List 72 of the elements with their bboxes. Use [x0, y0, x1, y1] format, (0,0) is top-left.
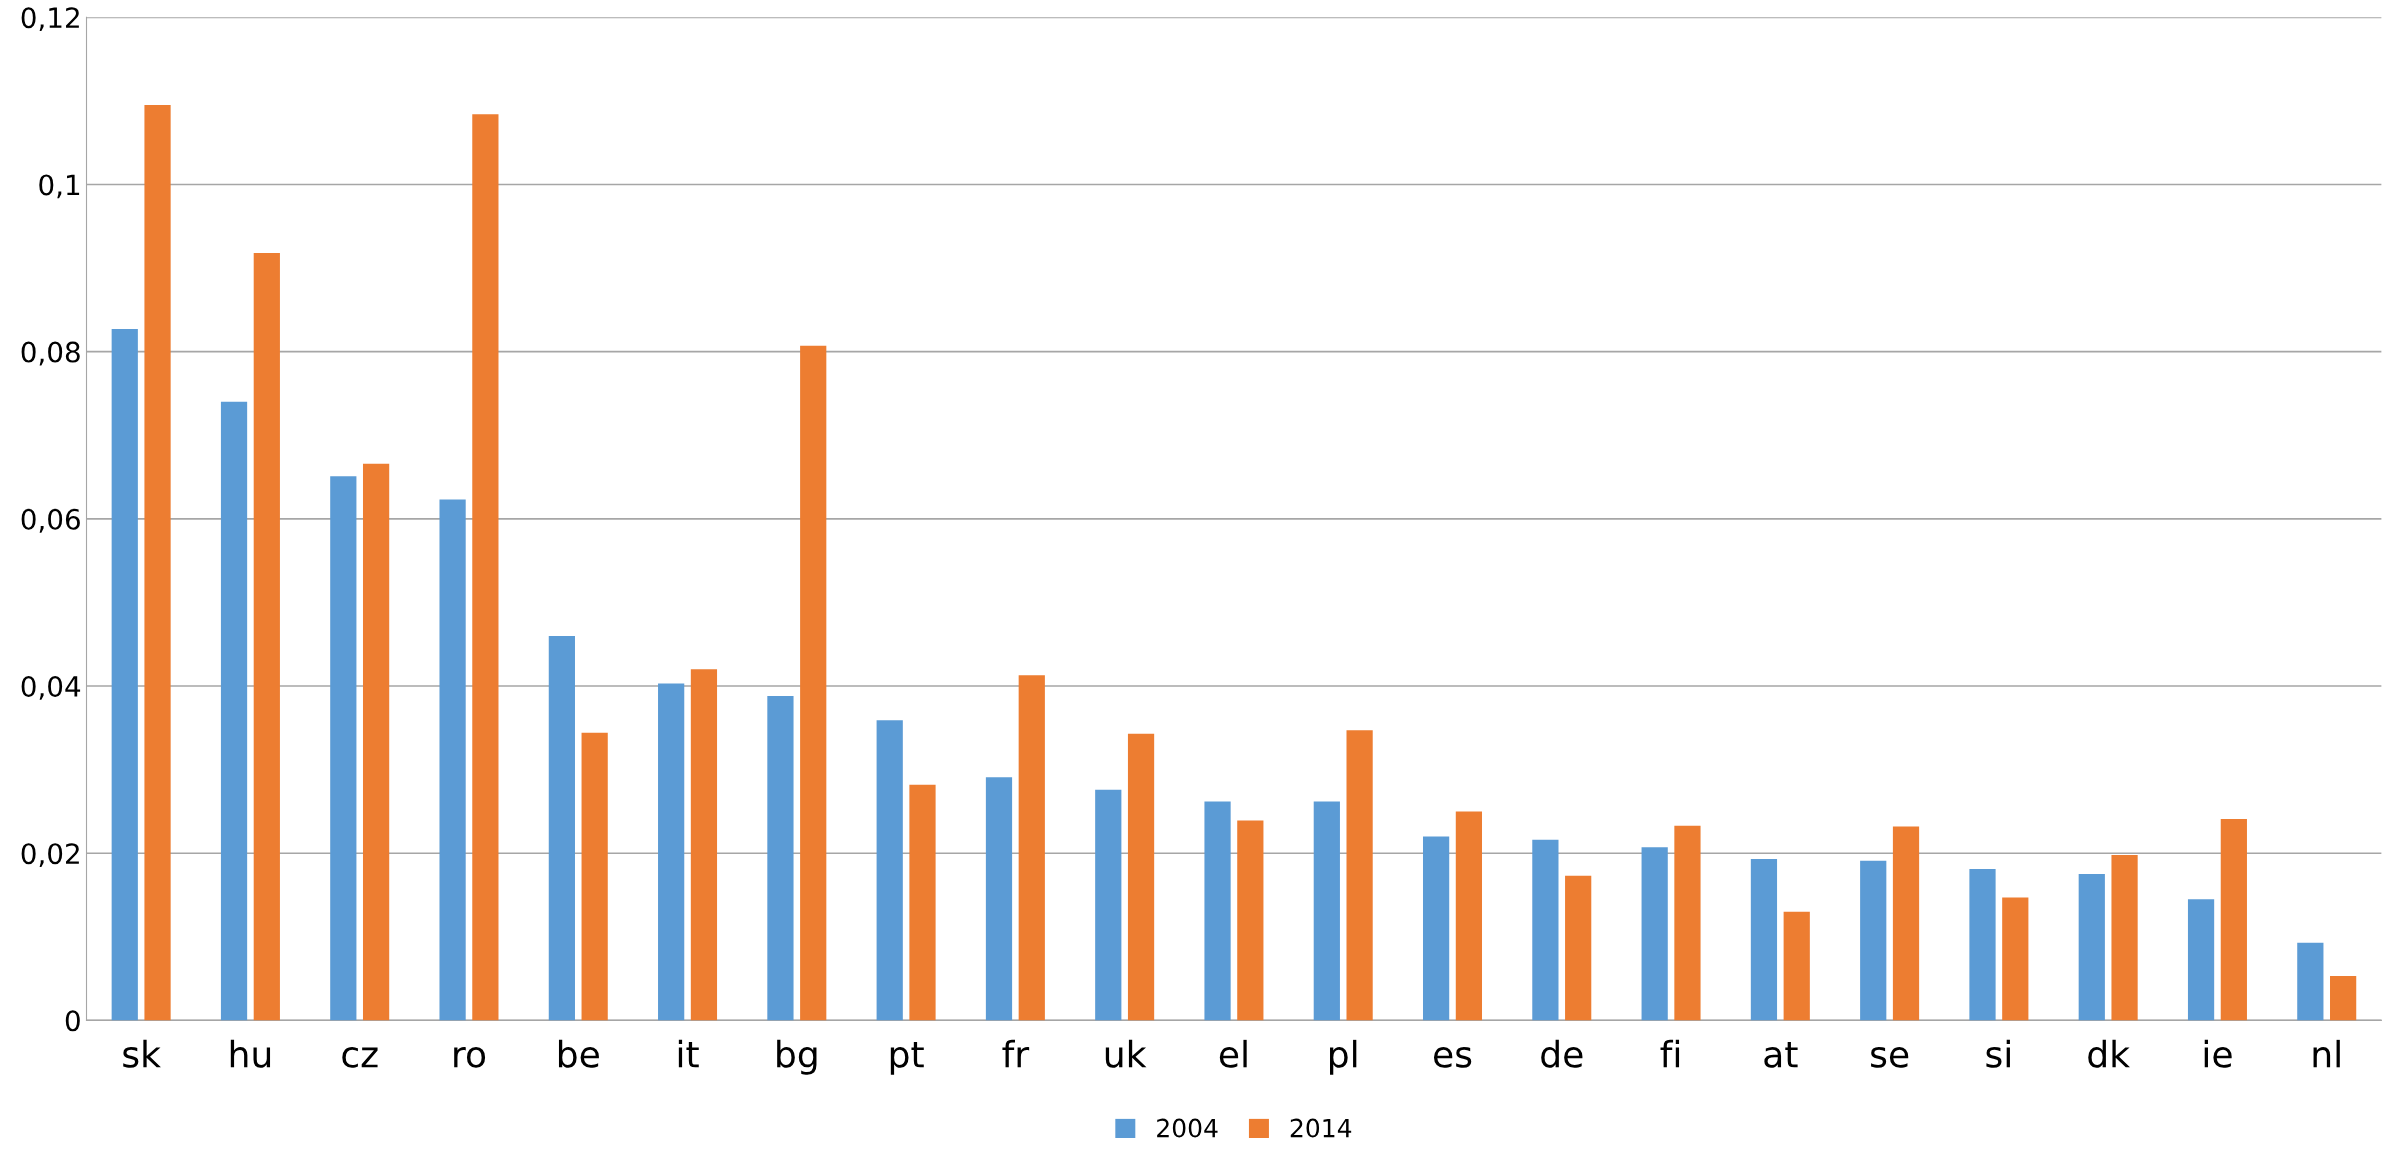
y-tick-label: 0,08: [21, 341, 80, 366]
x-tick-label: se: [1871, 1047, 1909, 1068]
bar: [1455, 811, 1482, 1021]
bar: [581, 732, 608, 1021]
bar: [144, 105, 171, 1021]
bar: [2078, 874, 2105, 1021]
x-tick-label: at: [1764, 1041, 1798, 1068]
x-tick-label: cz: [342, 1047, 378, 1068]
bar: [111, 329, 138, 1021]
y-tick-label: 0,04: [21, 675, 81, 700]
x-tick-label: nl: [2313, 1039, 2340, 1068]
x-tick-label: dk: [2088, 1039, 2130, 1068]
bar: [1860, 860, 1887, 1021]
bar: [1018, 675, 1045, 1021]
bar: [2111, 854, 2138, 1021]
x-tick-label: sk: [123, 1039, 161, 1068]
bar: [1346, 730, 1373, 1021]
bar: [1641, 847, 1668, 1021]
y-tick-label: 0,02: [21, 843, 79, 867]
y-tick-label: 0,12: [21, 7, 79, 32]
bar: [2330, 976, 2357, 1021]
x-tick-label: pl: [1330, 1039, 1357, 1075]
x-tick-label: de: [1541, 1039, 1583, 1068]
bar: [2187, 899, 2215, 1021]
bar: [1969, 869, 1996, 1021]
x-tick-label: fi: [1660, 1039, 1680, 1068]
bar: [985, 777, 1013, 1021]
bar: [1565, 875, 1592, 1021]
x-tick-label: hu: [230, 1039, 271, 1068]
bar: [1095, 789, 1122, 1021]
bar: [1204, 801, 1231, 1021]
bar: [1422, 836, 1450, 1021]
bar: [1750, 859, 1778, 1021]
bar: [1674, 825, 1701, 1021]
bar: [220, 401, 248, 1021]
bar: [909, 784, 936, 1021]
bar: [548, 635, 575, 1021]
bar: [253, 253, 280, 1021]
bar: [876, 720, 903, 1021]
bar: [1532, 839, 1559, 1021]
x-tick-label: bg: [777, 1039, 817, 1075]
legend-label: 2014: [1290, 1118, 1352, 1138]
bar: [767, 696, 794, 1021]
bar: [690, 669, 718, 1021]
x-tick-label: pt: [890, 1041, 924, 1075]
x-tick-label: be: [558, 1039, 599, 1068]
x-tick-label: es: [1433, 1047, 1472, 1068]
bar: [1783, 911, 1810, 1021]
x-tick-label: si: [1986, 1039, 2010, 1068]
bar: [439, 499, 466, 1021]
y-tick-label: 0,1: [39, 174, 80, 199]
bar: [472, 114, 499, 1021]
bar: [2220, 818, 2247, 1021]
x-tick-label: fr: [1002, 1039, 1030, 1068]
x-tick-label: uk: [1105, 1039, 1147, 1068]
y-tick-label: 0: [65, 1010, 80, 1032]
bar: [658, 683, 685, 1021]
bar: [1892, 826, 1920, 1021]
bar: [1313, 801, 1340, 1021]
legend-label: 2004: [1157, 1118, 1218, 1138]
x-tick-label: el: [1219, 1039, 1247, 1068]
bar: [2297, 942, 2324, 1021]
bar: [1127, 733, 1155, 1021]
bar: [2002, 897, 2029, 1021]
bar: [330, 476, 357, 1021]
bar: [800, 345, 827, 1021]
bar: [1237, 820, 1264, 1021]
bar: [362, 463, 390, 1021]
x-tick-label: it: [678, 1039, 699, 1068]
y-tick-label: 0,06: [21, 508, 80, 533]
x-tick-label: ie: [2204, 1039, 2232, 1068]
x-tick-label: ro: [454, 1047, 486, 1068]
